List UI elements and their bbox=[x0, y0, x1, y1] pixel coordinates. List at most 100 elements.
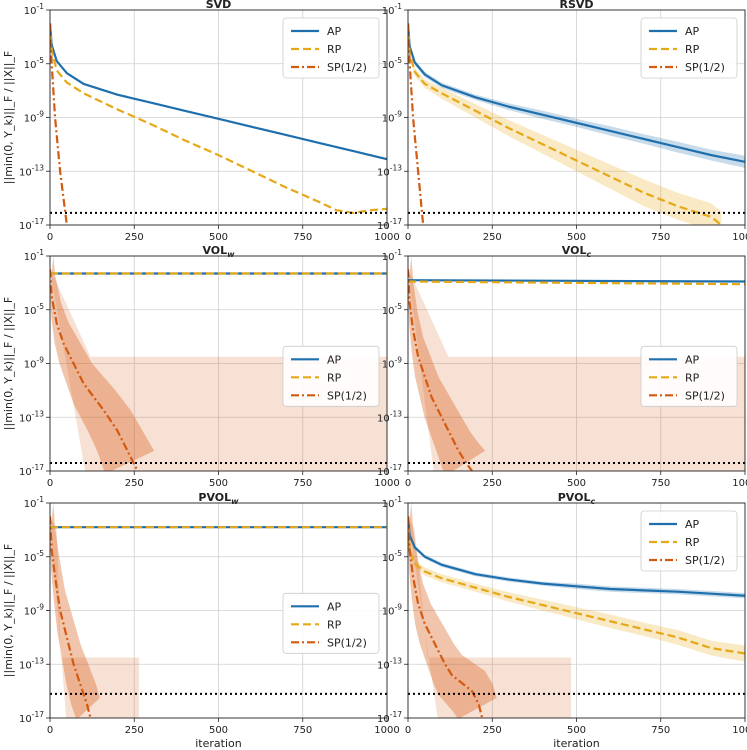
legend-label: AP bbox=[685, 518, 700, 531]
legend-label: RP bbox=[327, 371, 342, 384]
series-line-sp12 bbox=[408, 23, 425, 225]
legend-label: RP bbox=[685, 371, 700, 384]
y-tick-label: 10-9 bbox=[382, 356, 402, 371]
legend: AP RP SP(1/2) bbox=[282, 592, 380, 654]
legend-box bbox=[640, 510, 738, 572]
x-tick-label: 250 bbox=[483, 478, 502, 489]
y-tick-label: 10-17 bbox=[19, 710, 44, 725]
x-tick-label: 0 bbox=[405, 478, 411, 489]
legend-box bbox=[282, 592, 380, 654]
x-tick-label: 0 bbox=[47, 725, 53, 736]
x-tick-label: 500 bbox=[209, 478, 228, 489]
panel-title: VOLc bbox=[562, 244, 592, 259]
panel-title: SVD bbox=[206, 0, 232, 11]
y-tick-label: 10-9 bbox=[24, 356, 44, 371]
series-line-ap bbox=[50, 23, 387, 161]
x-tick-label: 500 bbox=[567, 478, 586, 489]
legend-label: RP bbox=[327, 43, 342, 56]
legend-label: SP(1/2) bbox=[685, 554, 725, 567]
legend-label: AP bbox=[327, 353, 342, 366]
x-tick-label: 1000 bbox=[374, 725, 399, 736]
legend-label: AP bbox=[685, 25, 700, 38]
series-line-sp12 bbox=[50, 269, 139, 471]
sp-inner-band bbox=[50, 256, 155, 471]
legend-label: AP bbox=[327, 25, 342, 38]
y-tick-label: 10-13 bbox=[377, 656, 402, 671]
plot-area bbox=[50, 23, 387, 225]
x-axis-label: iteration bbox=[553, 737, 599, 750]
x-tick-label: 750 bbox=[293, 725, 312, 736]
legend-box bbox=[640, 17, 738, 79]
y-axis-label: ||min(0, Y_k)||_F / ||X||_F bbox=[2, 51, 15, 184]
plot-area bbox=[408, 503, 745, 718]
series-line-sp12 bbox=[408, 269, 473, 471]
y-tick-label: 10-17 bbox=[19, 463, 44, 478]
x-tick-label: 1000 bbox=[732, 232, 747, 243]
y-tick-label: 10-9 bbox=[382, 110, 402, 125]
x-tick-label: 1000 bbox=[732, 478, 747, 489]
y-axis-label: ||min(0, Y_k)||_F / ||X||_F bbox=[2, 297, 15, 430]
x-tick-label: 250 bbox=[483, 232, 502, 243]
y-tick-label: 10-13 bbox=[377, 163, 402, 178]
y-tick-label: 10-13 bbox=[19, 656, 44, 671]
y-tick-label: 10-9 bbox=[24, 110, 44, 125]
panel-title: VOLw bbox=[202, 244, 235, 259]
series-line-sp12 bbox=[408, 516, 484, 718]
x-tick-label: 500 bbox=[209, 232, 228, 243]
series-band-ap bbox=[408, 20, 745, 168]
series-line-rp bbox=[408, 280, 745, 286]
panel-vol-w: VOLw 0 250 500 750 1000 10-1 10-5 10-9 10-13 10-17… bbox=[2, 244, 400, 489]
legend: AP RP SP(1/2) bbox=[282, 345, 380, 407]
panel-title: PVOLw bbox=[198, 491, 239, 506]
y-tick-label: 10-13 bbox=[19, 409, 44, 424]
panel-pvol-c: PVOLc 0 250 500 750 1000 10-1 10-5 10-9 10-13 10-1… bbox=[377, 491, 747, 750]
plot-area bbox=[50, 256, 387, 471]
axes-frame bbox=[49, 9, 388, 226]
series-line-ap bbox=[408, 516, 745, 597]
x-tick-label: 500 bbox=[567, 232, 586, 243]
sp-outer-band bbox=[50, 516, 139, 718]
legend-label: SP(1/2) bbox=[327, 636, 367, 649]
legend: AP RP SP(1/2) bbox=[282, 17, 380, 79]
x-axis-label: iteration bbox=[195, 737, 241, 750]
panel-vol-c: VOLc 0 250 500 750 1000 10-1 10-5 10-9 10-13 10-17… bbox=[377, 244, 747, 489]
y-tick-label: 10-5 bbox=[382, 549, 402, 564]
x-tick-label: 750 bbox=[293, 232, 312, 243]
legend-label: AP bbox=[327, 600, 342, 613]
series-line-rp bbox=[50, 23, 387, 215]
x-tick-label: 750 bbox=[651, 725, 670, 736]
legend-label: RP bbox=[327, 618, 342, 631]
legend-label: RP bbox=[685, 43, 700, 56]
y-tick-label: 10-17 bbox=[19, 217, 44, 232]
legend-label: SP(1/2) bbox=[685, 61, 725, 74]
x-tick-label: 750 bbox=[651, 478, 670, 489]
legend-label: SP(1/2) bbox=[327, 389, 367, 402]
legend-box bbox=[282, 345, 380, 407]
sp-inner-band bbox=[408, 503, 497, 718]
axes-frame bbox=[407, 255, 746, 472]
y-tick-label: 10-5 bbox=[382, 56, 402, 71]
series-band-rp bbox=[408, 20, 722, 225]
y-tick-label: 10-5 bbox=[24, 56, 44, 71]
x-tick-label: 0 bbox=[47, 478, 53, 489]
y-tick-label: 10-13 bbox=[19, 163, 44, 178]
series-line-ap bbox=[408, 23, 745, 163]
legend-label: SP(1/2) bbox=[685, 389, 725, 402]
panel-rsvd: RSVD 0 250 500 750 1000 10-1 10-5 10-9 10-13 10-17… bbox=[377, 0, 747, 243]
sp-inner-band bbox=[50, 503, 100, 718]
y-tick-label: 10-13 bbox=[377, 409, 402, 424]
legend-label: SP(1/2) bbox=[327, 61, 367, 74]
x-tick-label: 500 bbox=[567, 725, 586, 736]
sp-outer-band bbox=[408, 516, 572, 718]
x-tick-label: 0 bbox=[405, 725, 411, 736]
panel-pvol-w: PVOLw 0 250 500 750 1000 10-1 10-5 10-9 10-13 10-1… bbox=[2, 491, 400, 750]
y-tick-label: 10-1 bbox=[382, 248, 402, 263]
y-tick-label: 10-9 bbox=[24, 603, 44, 618]
axes-frame bbox=[407, 502, 746, 719]
legend: AP RP SP(1/2) bbox=[640, 510, 738, 572]
x-tick-label: 250 bbox=[483, 725, 502, 736]
sp-outer-band bbox=[408, 269, 745, 471]
legend-label: RP bbox=[685, 536, 700, 549]
x-tick-label: 250 bbox=[125, 232, 144, 243]
